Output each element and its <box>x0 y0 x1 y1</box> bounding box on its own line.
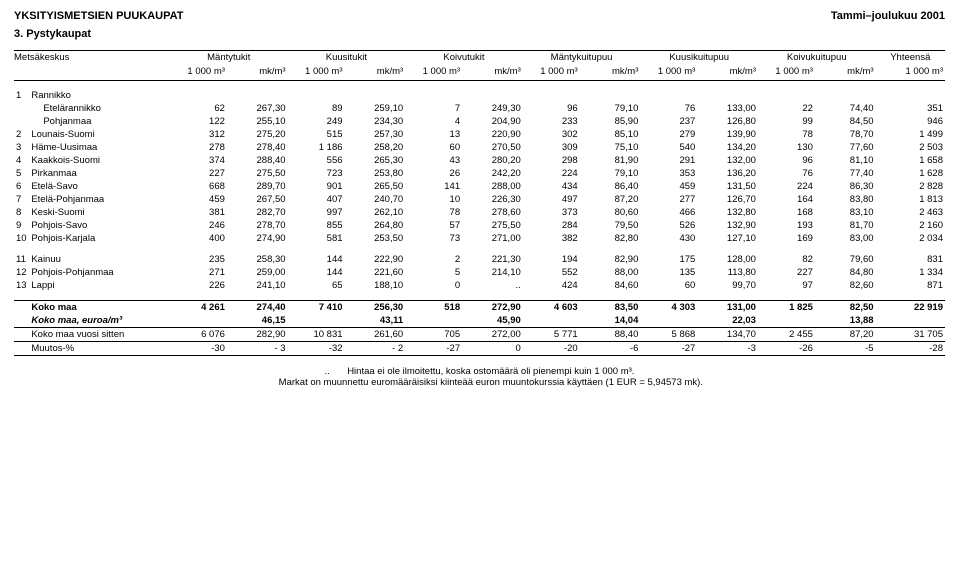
unit-price: mk/m³ <box>227 65 288 81</box>
table-row: 10Pohjois-Karjala400274,90581253,5073271… <box>14 232 945 245</box>
col-group-1: Kuusitukit <box>288 51 406 66</box>
table-row: 9Pohjois-Savo246278,70855264,8057275,502… <box>14 219 945 232</box>
row-label: Häme-Uusimaa <box>31 141 170 154</box>
footnotes: .. Hintaa ei ole ilmoitettu, koska ostom… <box>14 366 945 388</box>
data-table: Metsäkeskus Mäntytukit Kuusitukit Koivut… <box>14 50 945 356</box>
doc-title: YKSITYISMETSIEN PUUKAUPAT <box>14 10 184 22</box>
col-group-2: Koivutukit <box>405 51 523 66</box>
row-lastyear: Koko maa vuosi sitten6 076282,9010 83126… <box>14 328 945 342</box>
table-row: Etelärannikko62267,3089259,107249,309679… <box>14 102 945 115</box>
header-row-1: Metsäkeskus Mäntytukit Kuusitukit Koivut… <box>14 51 945 66</box>
row-label: Pirkanmaa <box>31 167 170 180</box>
col-group-4: Kuusikuitupuu <box>640 51 758 66</box>
table-row: 3Häme-Uusimaa278278,401 186258,2060270,5… <box>14 141 945 154</box>
table-row: 11Kainuu235258,30144222,902221,3019482,9… <box>14 253 945 266</box>
section-title: 3. Pystykaupat <box>14 28 945 40</box>
row-label: Koko maa, euroa/m³ <box>31 314 170 328</box>
row-label: Etelärannikko <box>31 102 170 115</box>
row-label: Etelä-Savo <box>31 180 170 193</box>
footnote-2: Markat on muunnettu euromääräisiksi kiin… <box>279 377 703 388</box>
footnote-dots: .. <box>325 366 345 377</box>
row-label: Pohjois-Savo <box>31 219 170 232</box>
row-label: Keski-Suomi <box>31 206 170 219</box>
col-group-0: Mäntytukit <box>170 51 288 66</box>
row-label: Koko maa <box>31 301 170 315</box>
row-label: Kainuu <box>31 253 170 266</box>
col-group-3: Mäntykuitupuu <box>523 51 641 66</box>
row-label: Pohjois-Pohjanmaa <box>31 266 170 279</box>
row-label: Pohjanmaa <box>31 115 170 128</box>
table-row: 5Pirkanmaa227275,50723253,8026242,202247… <box>14 167 945 180</box>
row-label: Muutos-% <box>31 342 170 356</box>
row-label: Lappi <box>31 279 170 292</box>
table-row: 7Etelä-Pohjanmaa459267,50407240,7010226,… <box>14 193 945 206</box>
table-row: 4Kaakkois-Suomi374288,40556265,3043280,2… <box>14 154 945 167</box>
col-metsakeskus: Metsäkeskus <box>14 51 170 66</box>
row-label: Kaakkois-Suomi <box>31 154 170 167</box>
unit-qty: 1 000 m³ <box>170 65 227 81</box>
table-row: Pohjanmaa122255,10249234,304204,9023385,… <box>14 115 945 128</box>
doc-period: Tammi–joulukuu 2001 <box>831 10 945 22</box>
table-row: 6Etelä-Savo668289,70901265,50141288,0043… <box>14 180 945 193</box>
row-label: Etelä-Pohjanmaa <box>31 193 170 206</box>
table-row: 12Pohjois-Pohjanmaa271259,00144221,60521… <box>14 266 945 279</box>
table-row: 2Lounais-Suomi312275,20515257,3013220,90… <box>14 128 945 141</box>
table-row: 8Keski-Suomi381282,70997262,1078278,6037… <box>14 206 945 219</box>
col-group-5: Koivukuitupuu <box>758 51 876 66</box>
subhead-rannikko: 1 Rannikko <box>14 89 945 102</box>
table-row: 13Lappi226241,1065188,100..42484,606099,… <box>14 279 945 292</box>
footnote-1: Hintaa ei ole ilmoitettu, koska ostomäär… <box>347 366 634 377</box>
row-change: Muutos-%-30- 3-32- 2-270-20-6-27-3-26-5-… <box>14 342 945 356</box>
table-row: Koko maa, euroa/m³46,1543,1145,9014,0422… <box>14 314 945 328</box>
row-label: Pohjois-Karjala <box>31 232 170 245</box>
row-label: Lounais-Suomi <box>31 128 170 141</box>
table-row: Koko maa4 261274,407 410256,30518272,904… <box>14 301 945 315</box>
header-row-2: 1 000 m³ mk/m³ 1 000 m³ mk/m³ 1 000 m³ m… <box>14 65 945 81</box>
row-label: Koko maa vuosi sitten <box>31 328 170 342</box>
col-group-6: Yhteensä <box>876 51 945 66</box>
